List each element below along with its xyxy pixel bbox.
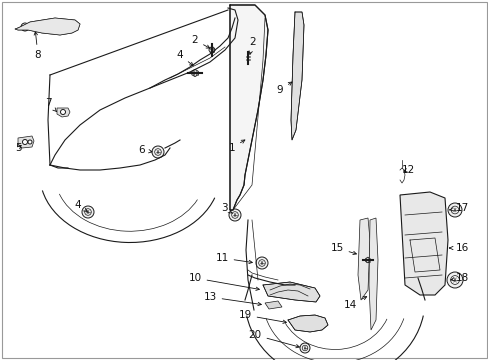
Text: 5: 5 [15, 143, 21, 153]
Circle shape [57, 22, 63, 28]
Polygon shape [229, 5, 267, 210]
Text: 17: 17 [449, 203, 468, 213]
Polygon shape [290, 12, 304, 140]
Circle shape [82, 206, 94, 218]
Circle shape [256, 257, 267, 269]
Text: 9: 9 [276, 82, 291, 95]
Polygon shape [357, 218, 369, 300]
Circle shape [446, 272, 462, 288]
Text: 1: 1 [228, 140, 244, 153]
Text: 13: 13 [203, 292, 261, 306]
Circle shape [152, 146, 163, 158]
Text: 19: 19 [238, 310, 286, 323]
Circle shape [447, 203, 461, 217]
Polygon shape [263, 282, 319, 302]
Text: 8: 8 [34, 32, 41, 60]
Text: 7: 7 [44, 98, 56, 111]
Circle shape [228, 209, 241, 221]
Polygon shape [264, 301, 282, 309]
Text: 10: 10 [188, 273, 259, 291]
Circle shape [299, 343, 309, 353]
Polygon shape [368, 218, 377, 330]
Circle shape [21, 23, 29, 31]
Text: 6: 6 [139, 145, 152, 155]
Text: 4: 4 [75, 200, 87, 211]
Polygon shape [399, 192, 447, 295]
Circle shape [28, 140, 32, 144]
Text: 3: 3 [220, 203, 232, 213]
Circle shape [61, 109, 65, 114]
Text: 11: 11 [215, 253, 252, 264]
Text: 18: 18 [450, 273, 468, 283]
Text: 2: 2 [191, 35, 209, 48]
Polygon shape [244, 55, 251, 61]
Text: 15: 15 [330, 243, 356, 255]
Polygon shape [18, 136, 34, 148]
Text: 4: 4 [176, 50, 193, 66]
Text: 2: 2 [248, 37, 256, 54]
Polygon shape [191, 69, 198, 77]
Text: 16: 16 [448, 243, 468, 253]
Polygon shape [57, 108, 70, 117]
Text: 14: 14 [343, 297, 366, 310]
Text: 20: 20 [248, 330, 299, 348]
Polygon shape [365, 257, 370, 263]
Circle shape [22, 140, 27, 144]
Text: 12: 12 [401, 165, 414, 175]
Polygon shape [208, 47, 215, 53]
Polygon shape [287, 315, 327, 332]
Polygon shape [15, 18, 80, 35]
